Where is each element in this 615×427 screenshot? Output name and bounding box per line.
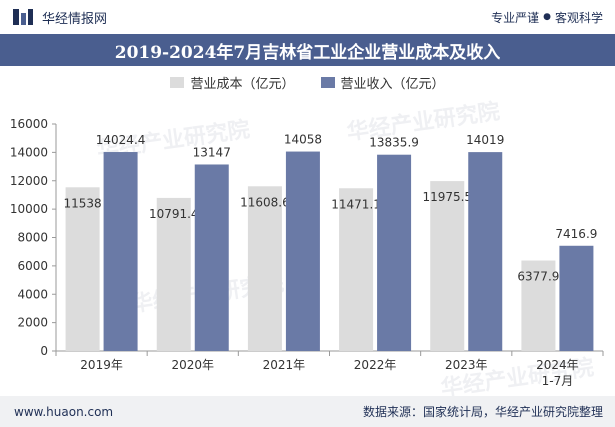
bar-revenue [194, 164, 229, 351]
x-tick-label: 2019年 [80, 358, 123, 372]
legend-item-cost: 营业成本（亿元） [170, 73, 295, 92]
bar-chart: 0 2000 4000 6000 8000 10000 12000 14000 16000 115… [10, 117, 604, 388]
data-label-revenue: 14058 [284, 133, 322, 147]
x-tick-label: 2024年 [536, 358, 579, 372]
footer-source: 数据来源：国家统计局，华经产业研究院整理 [362, 405, 603, 419]
bar-revenue [559, 245, 594, 351]
brand-logo-icon [13, 9, 33, 25]
bar-cost [156, 197, 191, 351]
bar-revenue [103, 152, 138, 351]
slogan: 专业严谨 ● 客观科学 [491, 9, 603, 26]
data-label-revenue: 7416.9 [555, 227, 597, 241]
bar-cost [247, 186, 282, 351]
bar-revenue [285, 151, 320, 351]
legend-label-revenue: 营业收入（亿元） [340, 76, 445, 92]
x-tick-label: 2023年 [445, 358, 488, 372]
bar-revenue [377, 154, 412, 351]
bar-cost [65, 187, 100, 351]
x-tick-label: 2021年 [263, 358, 306, 372]
data-label-cost: 10791.4 [149, 207, 199, 221]
y-tick-label: 0 [40, 344, 48, 358]
y-tick-label: 6000 [17, 259, 48, 273]
top-bar: 华经情报网 专业严谨 ● 客观科学 [0, 0, 615, 34]
legend-swatch-cost [170, 76, 185, 88]
legend-item-revenue: 营业收入（亿元） [320, 73, 445, 92]
y-tick-label: 12000 [10, 174, 48, 188]
y-tick-label: 8000 [17, 231, 48, 245]
slogan-left: 专业严谨 [491, 10, 540, 25]
data-label-cost: 6377.9 [517, 270, 559, 284]
y-tick-label: 4000 [17, 287, 48, 301]
data-label-cost: 11471.1 [331, 197, 381, 211]
y-tick-label: 14000 [10, 145, 48, 159]
bar-revenue [468, 152, 503, 351]
bar-cost [339, 188, 374, 351]
data-label-revenue: 13835.9 [369, 136, 419, 150]
y-tick-label: 16000 [10, 117, 48, 131]
bar-cost [430, 181, 465, 351]
slogan-right: 客观科学 [554, 10, 603, 25]
data-label-revenue: 14019 [466, 133, 504, 147]
data-label-revenue: 14024.4 [96, 133, 146, 147]
footer: www.huaon.com 数据来源：国家统计局，华经产业研究院整理 [0, 396, 615, 427]
footer-url: www.huaon.com [14, 404, 114, 419]
y-tick-label: 10000 [10, 202, 48, 216]
y-tick-label: 2000 [17, 316, 48, 330]
data-label-cost: 11538 [63, 196, 101, 210]
brand: 华经情报网 [12, 7, 107, 27]
x-tick-label: 2020年 [171, 358, 214, 372]
legend-label-cost: 营业成本（亿元） [190, 76, 295, 92]
data-label-revenue: 13147 [193, 145, 231, 159]
data-label-cost: 11975.5 [422, 190, 472, 204]
bar-cost [521, 260, 556, 351]
data-label-cost: 11608.6 [240, 195, 290, 209]
chart-title: 2019-2024年7月吉林省工业企业营业成本及收入 [0, 34, 615, 66]
x-tick-label: 1-7月 [542, 374, 574, 388]
x-tick-label: 2022年 [354, 358, 397, 372]
brand-name: 华经情报网 [42, 11, 108, 27]
bullet-icon: ● [543, 12, 551, 22]
legend-swatch-revenue [320, 76, 335, 88]
legend: 营业成本（亿元） 营业收入（亿元） [0, 72, 615, 92]
